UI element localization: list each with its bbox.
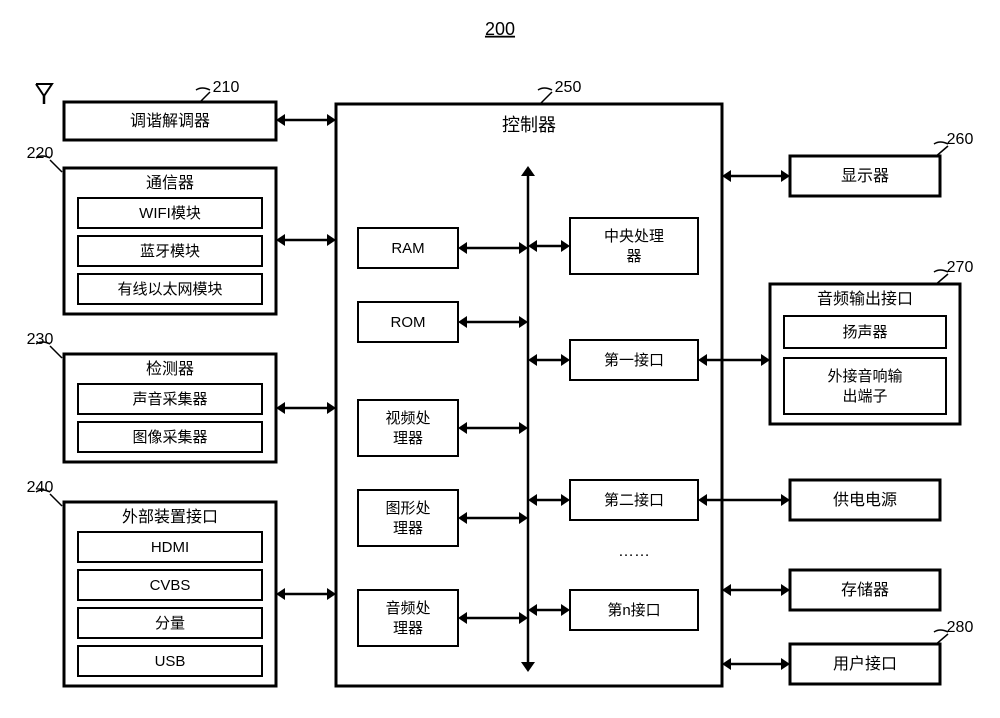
controller-right-label-0-b: 器 (626, 248, 641, 265)
controller-left-label-3-b: 理器 (393, 520, 423, 537)
ref-user: 280 (947, 619, 974, 636)
controller-left-label-3-a: 图形处 (385, 500, 430, 517)
controller-left-3 (358, 490, 458, 546)
communicator-item-label-0: WIFI模块 (139, 205, 201, 222)
controller-left-2 (358, 400, 458, 456)
external-interface-item-label-1: CVBS (150, 577, 191, 594)
controller-left-label-4-b: 理器 (393, 620, 423, 637)
ref-display: 260 (947, 131, 974, 148)
leader-curve (934, 630, 948, 632)
communicator-item-label-1: 蓝牙模块 (140, 243, 200, 260)
leader-curve (196, 88, 210, 90)
controller-left-label-0: RAM (391, 240, 424, 257)
power-label: 供电电源 (833, 491, 897, 509)
external-interface-item-label-0: HDMI (151, 539, 189, 556)
controller-left-label-4-a: 音频处 (385, 600, 430, 617)
display-label: 显示器 (841, 167, 889, 185)
ref-detector: 230 (27, 331, 54, 348)
memory-label: 存储器 (841, 581, 889, 599)
user-interface-label: 用户接口 (833, 655, 897, 673)
ref-audio: 270 (947, 259, 974, 276)
block-diagram: 200 210 220 230 240 250 260 270 280 调谐解调器通信器 WIFI模… (0, 0, 1000, 718)
external-interface-item-label-2: 分量 (155, 615, 185, 632)
controller-right-label-1: 第一接口 (604, 351, 664, 369)
ref-controller: 250 (555, 79, 582, 96)
external-interface-title: 外部装置接口 (122, 508, 218, 526)
controller-left-label-1: ROM (391, 314, 426, 331)
controller-right-label-0-a: 中央处理 (604, 228, 664, 245)
controller-right-label-2: 第二接口 (604, 491, 664, 509)
double-arrow-h (276, 234, 336, 246)
double-arrow-h (276, 402, 336, 414)
leader-curve (934, 142, 948, 144)
double-arrow-h (276, 588, 336, 600)
controller-right-label-3: 第n接口 (607, 601, 660, 619)
ref-tuner: 210 (213, 79, 240, 96)
detector-title: 检测器 (146, 360, 194, 378)
antenna-icon (36, 84, 52, 104)
leader-curve (934, 270, 948, 272)
external-interface-item-label-3: USB (155, 653, 186, 670)
double-arrow-h (722, 584, 790, 596)
double-arrow-h (722, 658, 790, 670)
double-arrow-h (276, 114, 336, 126)
audio-item-label-0: 扬声器 (842, 323, 887, 341)
communicator-item-label-2: 有线以太网模块 (117, 281, 222, 298)
ref-comm: 220 (27, 145, 54, 162)
controller-dots: …… (618, 543, 650, 560)
detector-item-label-1: 图像采集器 (132, 429, 207, 446)
audio-output-title: 音频输出接口 (817, 290, 913, 308)
controller-left-label-2-b: 理器 (393, 430, 423, 447)
audio-item-label-1-b: 出端子 (842, 388, 887, 405)
figure-number: 200 (485, 19, 515, 39)
detector-item-label-0: 声音采集器 (132, 390, 207, 408)
controller-left-label-2-a: 视频处 (385, 410, 430, 427)
controller-right-0 (570, 218, 698, 274)
ref-ext: 240 (27, 479, 54, 496)
audio-item-label-1-a: 外接音响输 (827, 368, 902, 385)
leader-curve (538, 88, 552, 90)
communicator-title: 通信器 (146, 174, 194, 192)
controller-left-4 (358, 590, 458, 646)
double-arrow-h (722, 170, 790, 182)
audio-item-1 (784, 358, 946, 414)
tuner-label: 调谐解调器 (130, 112, 210, 130)
controller-title: 控制器 (502, 115, 556, 135)
